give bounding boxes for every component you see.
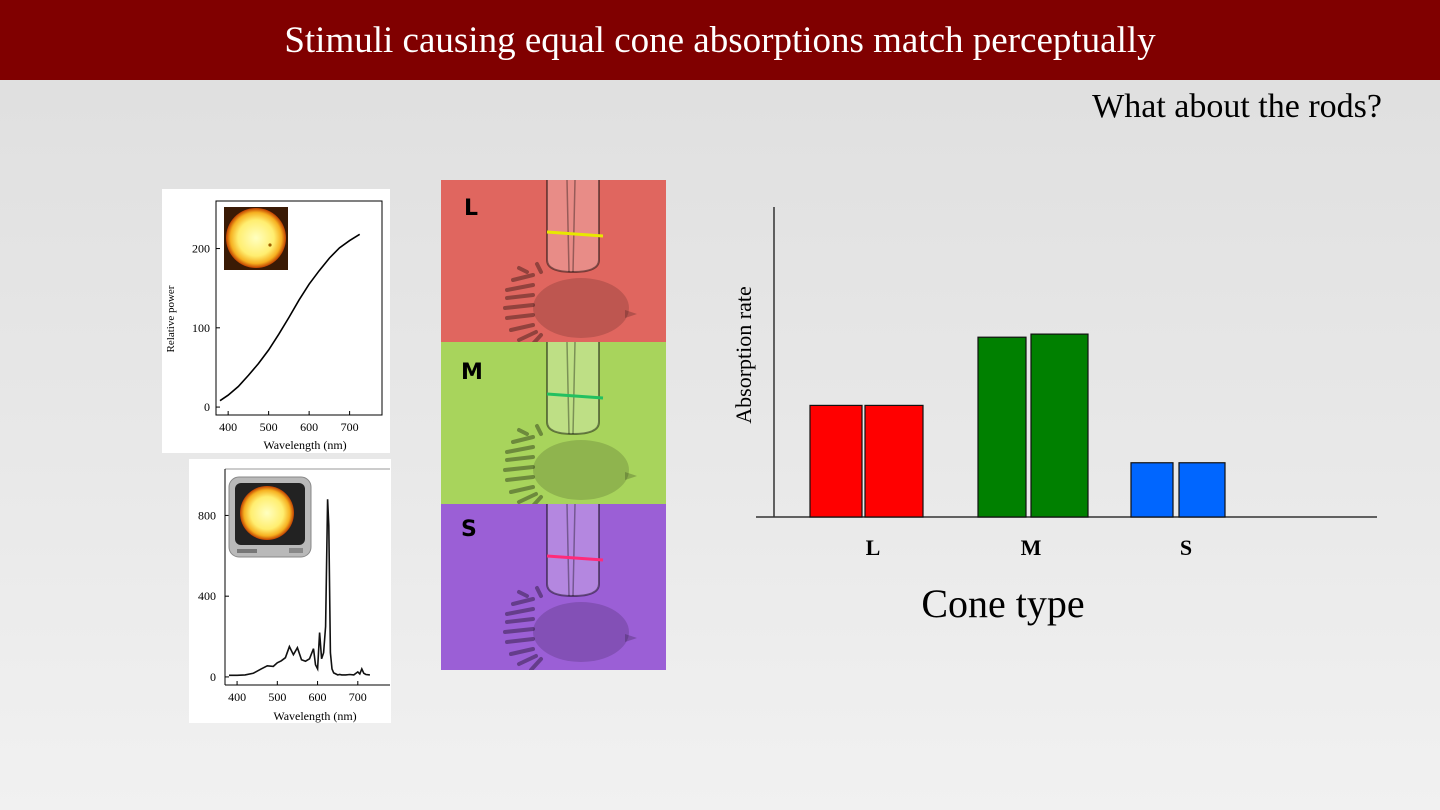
category-label-m: M <box>1021 535 1042 560</box>
sun-ytick-label: 200 <box>192 242 210 256</box>
absorption-xlabel: Cone type <box>921 581 1084 626</box>
cone-label-s: S <box>461 517 477 542</box>
tv-xtick-label: 600 <box>309 690 327 704</box>
bar-s-1 <box>1130 462 1174 518</box>
bar-l-2 <box>864 404 924 518</box>
bar-s-2 <box>1178 462 1226 518</box>
tv-xtick-label: 700 <box>349 690 367 704</box>
tv-ytick-label: 800 <box>198 508 216 522</box>
sunlight-spectrum-panel: 0 100 200 400 500 600 700 Relative power Wave… <box>162 189 390 453</box>
absorption-ylabel: Absorption rate <box>731 286 756 423</box>
absorption-bar-chart: L M S Absorption rate Cone type <box>731 207 1377 626</box>
cone-label-m: M <box>461 360 483 385</box>
sun-xtick-label: 500 <box>260 420 278 434</box>
cone-photo-strip: L M S <box>441 178 666 672</box>
tv-ytick-label: 400 <box>198 589 216 603</box>
tv-xlabel: Wavelength (nm) <box>273 709 356 723</box>
tv-ytick-label: 0 <box>210 670 216 684</box>
tv-spectrum-chart: 0 400 800 400 500 600 700 Wavelength (nm) <box>198 468 390 723</box>
sun-ytick-label: 0 <box>204 400 210 414</box>
sunlight-spectrum-line <box>219 233 361 402</box>
tv-image <box>228 476 312 558</box>
sun-ytick-label: 100 <box>192 321 210 335</box>
sun-xlabel: Wavelength (nm) <box>263 438 346 452</box>
tv-xtick-label: 400 <box>228 690 246 704</box>
slide-title: Stimuli causing equal cone absorptions m… <box>0 0 1440 80</box>
bar-l-1 <box>809 404 863 518</box>
tv-spectrum-line <box>229 499 370 677</box>
bar-m-2 <box>1030 333 1089 518</box>
bar-m-1 <box>977 336 1027 518</box>
tv-spectrum-panel: 0 400 800 400 500 600 700 Wavelength (nm) <box>189 459 391 723</box>
category-label-s: S <box>1180 535 1192 560</box>
sun-xtick-label: 700 <box>341 420 359 434</box>
light-stripe <box>546 554 604 562</box>
cone-label-l: L <box>464 196 479 221</box>
sun-xtick-label: 400 <box>219 420 237 434</box>
sun-xtick-label: 600 <box>300 420 318 434</box>
slide-subtitle: What about the rods? <box>1092 88 1382 125</box>
sun-image <box>224 207 288 270</box>
sunlight-spectrum-chart: 0 100 200 400 500 600 700 Relative power Wave… <box>165 200 383 452</box>
cone-photos <box>441 178 666 672</box>
light-stripe <box>546 230 604 238</box>
sun-ylabel: Relative power <box>165 285 177 352</box>
light-stripe <box>546 392 604 400</box>
tv-xtick-label: 500 <box>268 690 286 704</box>
category-label-l: L <box>866 535 881 560</box>
